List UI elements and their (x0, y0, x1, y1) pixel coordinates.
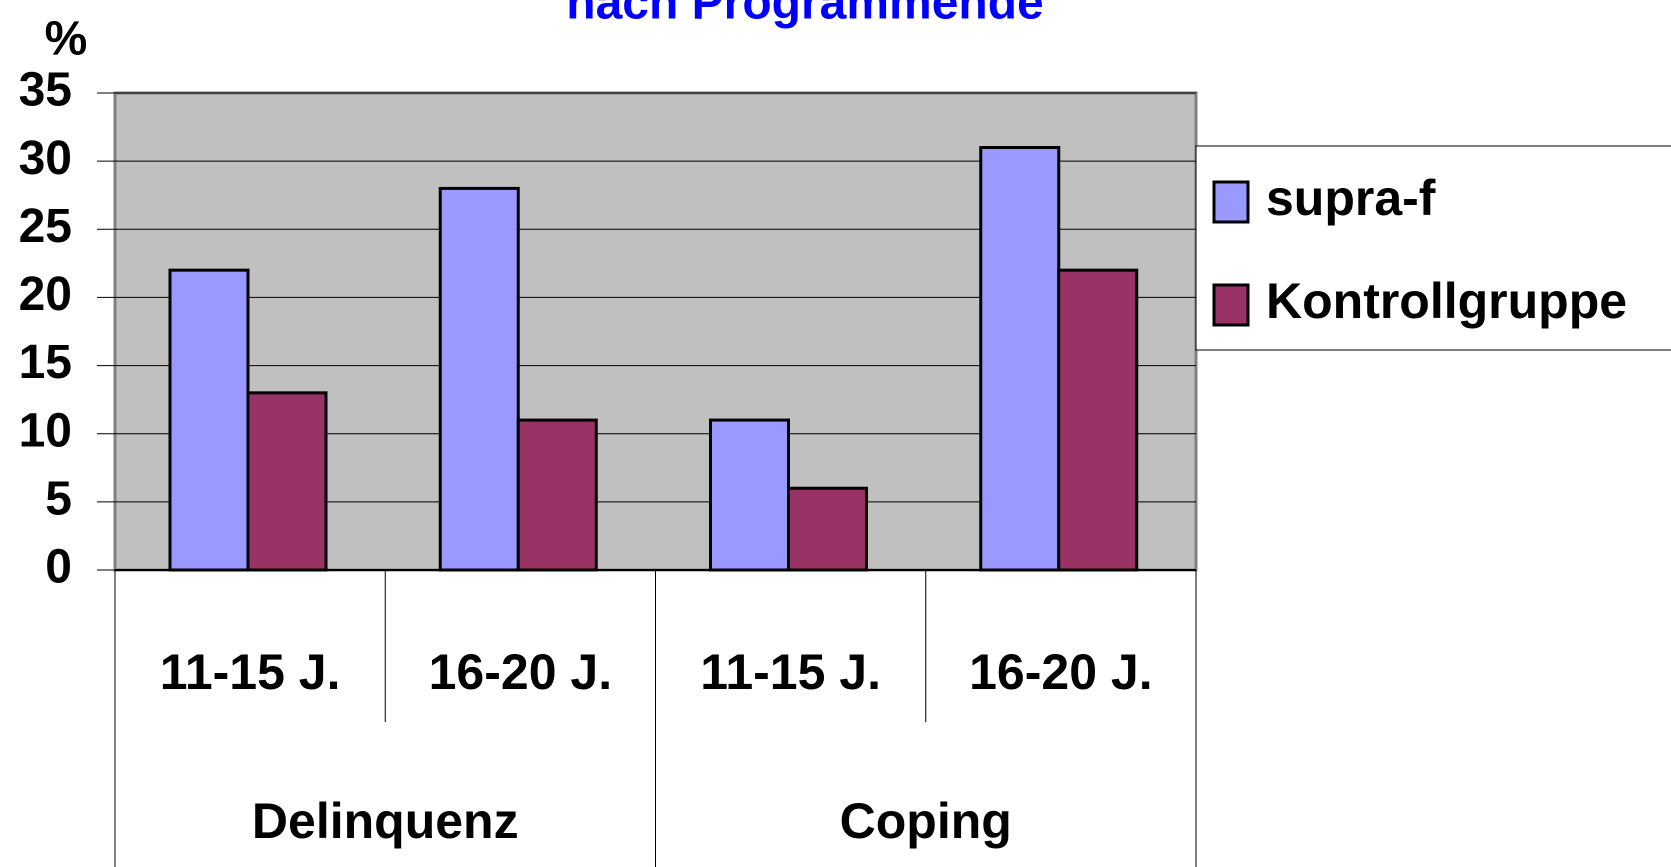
x-tick-label: 16-20 J. (429, 644, 612, 700)
y-tick-label: 25 (19, 200, 72, 253)
legend-label: Kontrollgruppe (1266, 273, 1627, 329)
bar (709, 418, 790, 572)
bar (246, 391, 328, 572)
group-label: Delinquenz (252, 793, 519, 849)
legend (1195, 145, 1671, 351)
legend-swatch (1212, 180, 1250, 224)
y-tick-label: 0 (45, 541, 72, 594)
y-tick-label: 5 (45, 473, 72, 526)
y-axis-label: % (45, 13, 88, 66)
chart-title: nach Programmende (566, 0, 1043, 30)
y-tick-label: 10 (19, 404, 72, 457)
y-tick-label: 35 (19, 64, 72, 117)
bar (979, 146, 1061, 572)
x-tick-label: 16-20 J. (969, 644, 1152, 700)
x-tick-label: 11-15 J. (700, 644, 881, 700)
bar (168, 268, 250, 572)
legend-label: supra-f (1266, 170, 1436, 226)
legend-swatch (1212, 283, 1250, 327)
bar (787, 486, 868, 572)
group-label: Coping (840, 793, 1012, 849)
bar (1057, 268, 1139, 572)
y-tick-label: 30 (19, 132, 72, 185)
y-tick-label: 15 (19, 336, 72, 389)
bar (516, 418, 598, 572)
bar (438, 186, 520, 572)
y-tick-label: 20 (19, 268, 72, 321)
x-tick-label: 11-15 J. (160, 644, 341, 700)
